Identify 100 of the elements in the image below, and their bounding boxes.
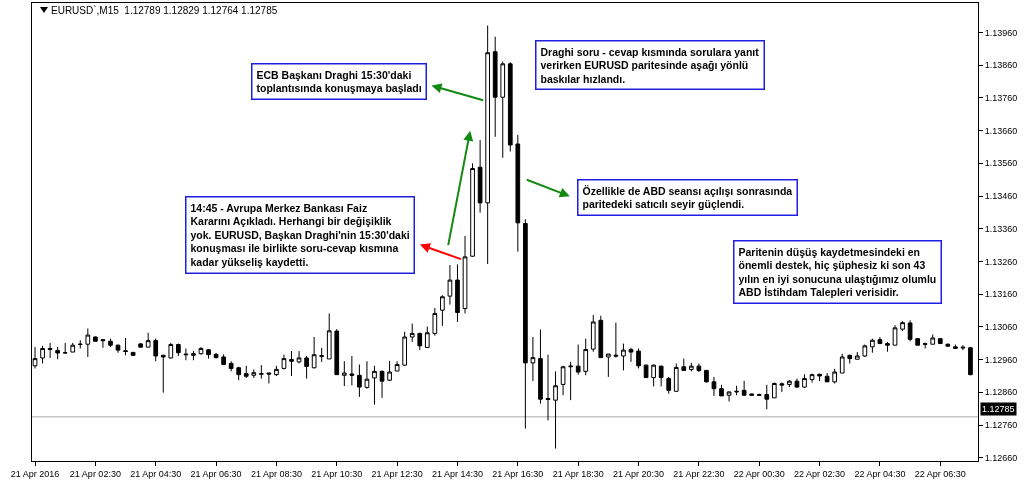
x-tick-label: 21 Apr 20:30 [613,468,665,479]
candlestick [198,346,204,356]
candlestick [274,365,279,377]
candlestick [160,354,166,394]
candlestick [598,315,604,359]
candlestick [885,341,890,353]
candlestick [636,347,641,369]
candlestick [749,393,755,397]
candlestick [568,361,573,401]
candlestick [711,376,717,397]
candlestick [424,326,430,349]
candlestick [945,343,951,348]
candlestick [485,25,490,265]
y-tick-label: 1.13860 [984,60,1018,71]
candlestick [47,342,53,359]
candlestick [553,370,558,450]
candlestick [734,385,739,396]
candlestick [681,358,687,371]
y-tick-label: 1.12760 [984,420,1018,431]
candlestick [523,218,528,430]
candlestick [832,368,838,384]
x-tick-label: 21 Apr 16:30 [492,468,544,479]
candlestick [221,353,226,366]
y-tick-label: 1.12860 [984,387,1018,398]
candlestick [55,346,60,360]
x-tick-label: 21 Apr 22:30 [673,468,725,479]
candlestick [545,354,551,421]
candlestick [289,350,294,377]
candlestick [364,360,370,390]
candlestick [123,337,128,356]
candlestick [455,263,460,323]
candlestick [507,61,513,153]
candlestick [115,344,121,354]
y-tick-label: 1.13360 [984,223,1018,234]
x-tick-label: 22 Apr 06:30 [914,468,966,479]
x-tick-label: 21 Apr 18:30 [552,468,604,479]
candlestick [658,365,664,387]
candlestick [651,363,656,387]
candlestick [854,351,860,360]
candlestick [409,323,415,343]
candlestick [583,338,589,376]
candlestick [372,365,377,406]
candlestick [130,351,136,357]
candlestick [311,336,317,369]
y-tick-label: 1.13260 [984,256,1018,267]
candlestick [153,338,159,362]
candlestick [379,369,385,399]
annotation: 14:45 - Avrupa Merkez Bankası Faiz Kararını Açıkladı. Herhangi bir değişiklik yok. EURUSD, Başkan Draghi'nin 15:30'daki konuşması ile birlikte soru-cevap kısmına kadar yükseliş kaydetti. [190,201,410,269]
candlestick [877,336,883,345]
candlestick [719,384,724,397]
candlestick [756,393,762,396]
candlestick [915,338,920,346]
candlestick [560,365,566,396]
y-tick-label: 1.12960 [984,354,1018,365]
candlestick [258,364,264,380]
candlestick [666,376,672,395]
candlestick [432,307,438,337]
candlestick [606,353,611,378]
candlestick [191,350,196,361]
chart-title: EURUSD`,M15 1.12789 1.12829 1.12764 1.12785 [51,4,278,16]
candlestick [492,36,498,138]
candlestick [960,344,966,351]
candlestick [251,368,257,379]
candlestick [93,335,98,342]
candlestick [176,343,181,357]
candlestick [613,322,619,359]
x-tick-label: 21 Apr 10:30 [311,468,363,479]
x-tick-label: 21 Apr 02:30 [69,468,121,479]
candlestick [266,372,272,384]
candlestick [477,139,483,214]
candlestick [673,363,679,392]
candlestick [704,369,709,383]
annotation: Özellikle de ABD seansı açılışı sonrasında paritedeki satıcılı seyir güçlendi. [582,184,793,211]
candlestick [892,324,898,346]
candlestick [462,235,468,314]
candlestick [930,333,936,345]
x-tick-label: 22 Apr 02:30 [794,468,846,479]
candlestick [447,264,453,306]
candlestick [168,342,174,360]
candlestick [900,320,905,332]
candlestick [538,328,543,405]
candlestick [62,342,68,354]
candlestick [304,355,309,380]
x-tick-label: 21 Apr 14:30 [431,468,483,479]
candlestick [847,354,853,365]
y-tick-label: 1.13160 [984,289,1018,300]
x-tick-label: 21 Apr 08:30 [250,468,302,479]
candlestick [862,344,868,358]
candlestick [236,366,242,381]
candlestick [643,363,649,379]
candlestick [183,347,189,361]
candlestick [802,373,807,389]
candlestick [85,328,91,358]
candlestick [402,331,408,367]
x-tick-label: 21 Apr 04:30 [130,468,182,479]
annotation: Paritenin düşüş kaydetmesindeki en önemli destek, hiç şüphesiz ki son 43 yılın en iyi sonucuna ulaştığımız olumlu ABD İstihdam Talepleri verisidir. [738,245,937,299]
candlestick [319,347,325,363]
candlestick [515,134,521,253]
candlestick [296,350,302,365]
x-tick-label: 21 Apr 06:30 [190,468,242,479]
